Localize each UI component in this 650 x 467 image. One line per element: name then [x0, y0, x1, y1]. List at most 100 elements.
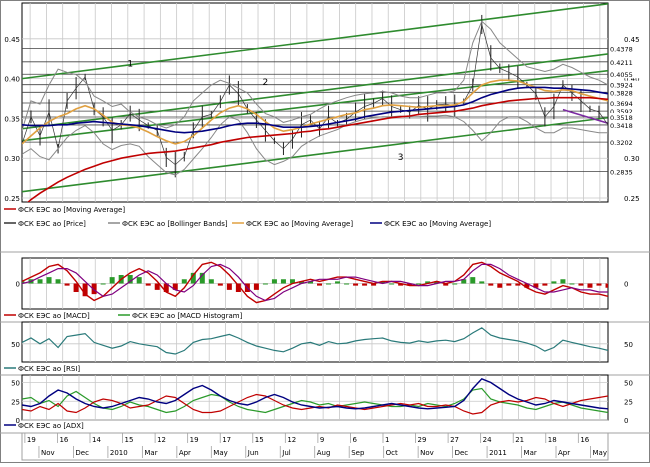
time-label-bottom: Jul: [281, 449, 291, 457]
time-label-bottom: Aug: [317, 449, 331, 457]
y-tick-left: 25: [11, 398, 20, 406]
price-level-label: 0.3592: [610, 108, 633, 116]
macd-histogram-bar: [163, 283, 169, 292]
y-tick-left: 0.30: [4, 155, 20, 163]
time-label-bottom: Dec: [455, 449, 469, 457]
price-line: [22, 24, 608, 166]
price-level-label: 0.3202: [610, 139, 633, 147]
legend-entry: ФСК ЕЭС ао [Price]: [18, 220, 86, 228]
channel-label: 2: [263, 78, 269, 88]
y-tick-right: 0: [624, 281, 628, 289]
macd-histogram-bar: [533, 283, 539, 288]
macd-histogram-bar: [578, 283, 584, 286]
plus-di-line: [22, 387, 608, 414]
y-tick-right: 0.40: [624, 76, 640, 84]
time-label-bottom: 2011: [489, 449, 507, 457]
macd-histogram-bar: [199, 272, 205, 284]
trendline: [22, 53, 608, 130]
panel-frame-adx: [21, 374, 609, 421]
macd-histogram-bar: [425, 281, 431, 284]
macd-histogram-bar: [145, 283, 151, 286]
macd-histogram-bar: [127, 275, 133, 284]
macd-histogram-bar: [22, 281, 25, 284]
macd-histogram-bar: [497, 283, 503, 288]
time-label-top: 16: [59, 436, 68, 444]
y-tick-right: 0: [624, 417, 628, 425]
macd-histogram-bar: [362, 283, 368, 286]
macd-histogram-bar: [172, 283, 178, 290]
price-level-label: 0.4211: [610, 59, 633, 67]
macd-histogram-bar: [217, 283, 223, 286]
time-label-bottom: Oct: [386, 449, 398, 457]
channel-label: 1: [127, 60, 133, 70]
macd-histogram-bar: [289, 279, 295, 284]
time-label-bottom: Apr: [179, 449, 191, 457]
time-label-top: 14: [92, 436, 101, 444]
macd-histogram-bar: [551, 281, 557, 284]
legend-entry: ФСК ЕЭС ао [Moving Average]: [384, 220, 491, 228]
y-tick-left: 0.40: [4, 76, 20, 84]
time-label-top: 24: [483, 436, 492, 444]
macd-histogram-bar: [37, 279, 43, 284]
price-level-box: [609, 138, 639, 147]
macd-histogram-bar: [407, 283, 413, 286]
y-tick-left: 0.25: [4, 195, 20, 203]
macd-histogram-bar: [488, 283, 494, 286]
time-label-bottom: Jun: [247, 449, 259, 457]
price-level-box: [609, 57, 639, 66]
macd-histogram-bar: [262, 283, 268, 285]
legend-entry: ФСК ЕЭС ао [MACD Histogram]: [132, 312, 243, 320]
y-tick-left: 0.45: [4, 36, 20, 44]
series-line: [27, 96, 608, 202]
macd-histogram-bar: [235, 283, 241, 292]
time-label-top: 19: [27, 436, 36, 444]
macd-histogram-bar: [461, 279, 467, 284]
time-label-top: 15: [255, 436, 264, 444]
macd-series-group: [22, 261, 608, 304]
macd-histogram-bar: [154, 283, 160, 290]
rsi-line: [22, 327, 608, 355]
macd-histogram-bar: [542, 283, 548, 286]
macd-histogram-bar: [335, 281, 341, 284]
macd-histogram-bar: [64, 283, 70, 286]
macd-histogram-bar: [389, 283, 395, 285]
price-level-label: 0.3418: [610, 122, 633, 130]
rsi-series-group: [22, 327, 608, 355]
macd-histogram-bar: [605, 283, 608, 288]
macd-histogram-bar: [515, 283, 521, 286]
time-label-bottom: Mar: [144, 449, 157, 457]
macd-histogram-bar: [82, 283, 88, 297]
y-tick-right: 0.30: [624, 155, 640, 163]
macd-histogram-bar: [569, 283, 575, 285]
macd-histogram-bar: [181, 279, 187, 284]
macd-histogram-bar: [434, 281, 440, 284]
legend-entry: ФСК ЕЭС ао [Moving Average]: [18, 206, 125, 214]
legend-entry: ФСК ЕЭС ао [ADX]: [18, 422, 84, 430]
price-level-box: [609, 44, 639, 53]
macd-histogram-bar: [55, 279, 61, 284]
series-line: [22, 86, 608, 134]
time-label-bottom: May: [213, 449, 227, 457]
adx-line: [22, 377, 608, 410]
channel-label: 3: [398, 153, 404, 163]
panel-frame-price: [21, 2, 609, 203]
price-level-box: [609, 112, 639, 121]
time-label-bottom: Dec: [75, 449, 89, 457]
macd-histogram-bar: [596, 283, 602, 286]
time-label-top: 29: [418, 436, 427, 444]
macd-histogram-bar: [271, 279, 277, 284]
price-level-label: 0.2835: [610, 168, 633, 176]
price-level-box: [609, 107, 639, 116]
y-tick-left: 50: [11, 380, 20, 388]
macd-histogram-bar: [560, 279, 566, 284]
macd-histogram-bar: [416, 283, 422, 285]
macd-histogram-bar: [136, 277, 142, 284]
y-tick-right: 0.25: [624, 195, 640, 203]
macd-histogram-bar: [307, 281, 313, 284]
macd-histogram-bar: [317, 283, 323, 286]
legend-entry: ФСК ЕЭС ао [Moving Average]: [246, 220, 353, 228]
macd-histogram-bar: [452, 283, 458, 285]
macd-histogram-bar: [344, 283, 350, 285]
